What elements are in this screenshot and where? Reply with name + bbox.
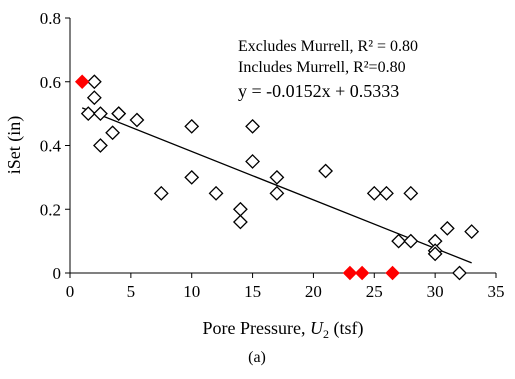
data-point-open [245,154,260,169]
data-point-open [427,246,443,262]
data-point-filled-red [342,265,358,281]
data-point-open [93,138,108,153]
data-point-open [439,220,455,236]
data-markers [74,74,480,281]
data-point-open [232,214,248,230]
data-point-open [111,106,127,122]
annotation-includes: Includes Murrell, R²=0.80 [238,59,406,76]
data-point-filled-red [354,265,370,281]
data-point-open [269,169,285,185]
data-point-open [403,185,419,201]
data-point-open [318,163,334,179]
data-point-open [232,201,248,217]
data-point-open [129,112,145,128]
data-point-open [464,224,480,239]
x-tick-label: 10 [183,282,200,301]
x-tick-label: 25 [366,282,383,301]
x-tick-label: 0 [66,282,75,301]
annotation-excludes: Excludes Murrell, R² = 0.80 [238,38,418,55]
trendline [81,107,472,264]
data-point-filled-red [74,74,90,89]
y-tick-label: 0.2 [40,200,61,219]
data-point-filled-red [385,265,400,281]
x-axis-title-prefix: Pore Pressure, [203,318,310,338]
x-tick-label: 5 [127,282,136,301]
y-tick-label: 0.8 [40,9,61,28]
data-point-open [269,185,285,201]
data-point-open [86,74,102,90]
data-point-open [93,106,108,122]
data-point-open [208,185,224,201]
data-point-open [184,118,200,134]
data-point-open [86,90,102,106]
x-tick-label: 35 [488,282,505,301]
data-point-open [391,233,407,249]
x-tick-label: 15 [244,282,261,301]
y-tick-label: 0.4 [40,137,62,156]
x-ticks: 0 5 10 15 20 25 30 35 [66,273,505,301]
y-tick-label: 0 [53,264,62,283]
data-point-open [452,265,467,281]
data-point-open [245,118,260,134]
y-axis-title: iSet (in) [4,116,25,175]
x-axis-title-sub: 2 [323,327,329,341]
y-tick-label: 0.6 [40,73,61,92]
y-ticks: 0 0.2 0.4 0.6 0.8 [40,9,70,283]
x-tick-label: 30 [427,282,444,301]
data-point-open [105,125,121,141]
data-point-open [80,106,96,122]
plot-area: 0 0.2 0.4 0.6 0.8 0 5 10 15 20 25 30 35 [40,9,505,301]
data-point-open [153,185,169,201]
annotation-equation: y = -0.0152x + 0.5333 [238,81,399,101]
x-axis-title-suffix: (tsf) [329,318,364,339]
x-axis-title-var: U [310,318,324,338]
data-point-open [184,169,200,185]
x-tick-label: 20 [305,282,322,301]
x-axis-title: Pore Pressure, U2 (tsf) [203,318,364,341]
data-point-open [403,233,419,249]
data-point-open [366,185,382,201]
figure-caption: (a) [248,349,266,366]
data-point-open [379,185,394,201]
